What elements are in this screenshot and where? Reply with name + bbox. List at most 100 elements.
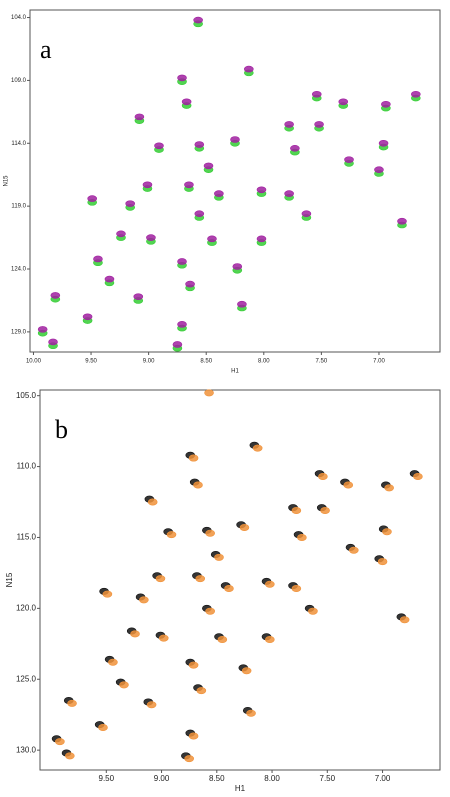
peak xyxy=(291,507,302,515)
peak xyxy=(142,181,153,189)
peak xyxy=(244,65,254,73)
peak xyxy=(193,16,203,24)
peak xyxy=(116,230,126,238)
peak xyxy=(37,326,48,333)
peak xyxy=(177,258,187,265)
peak xyxy=(205,607,215,615)
peak xyxy=(230,136,240,143)
y-tick-label: 115.0 xyxy=(17,533,37,542)
peak xyxy=(147,498,158,506)
peak xyxy=(382,528,392,536)
y-tick-label: 119.0 xyxy=(11,204,26,210)
peak xyxy=(344,156,354,163)
peak xyxy=(146,234,156,241)
peak xyxy=(50,292,61,299)
peak xyxy=(196,687,207,695)
peak xyxy=(411,90,421,98)
peak xyxy=(314,121,324,128)
peak xyxy=(55,738,65,746)
peak xyxy=(378,139,389,147)
peak xyxy=(265,636,275,644)
peak xyxy=(188,661,199,669)
peak xyxy=(194,210,205,217)
peak xyxy=(98,723,108,731)
x-tick-label: 9.50 xyxy=(85,359,97,365)
x-tick-label: 9.50 xyxy=(99,774,115,783)
peak xyxy=(214,553,224,561)
y-tick-label: 124.0 xyxy=(11,267,27,273)
peak xyxy=(133,293,144,300)
peak xyxy=(381,101,391,108)
peak xyxy=(130,630,140,638)
peak xyxy=(256,235,267,243)
peak xyxy=(125,200,135,207)
plot-frame xyxy=(29,9,441,353)
peak xyxy=(338,98,349,106)
peak xyxy=(172,341,183,348)
y-tick-label: 129.0 xyxy=(11,329,27,335)
peak xyxy=(349,546,359,554)
y-tick-label: 109.0 xyxy=(11,78,27,84)
x-tick-label: 8.00 xyxy=(258,359,270,365)
peak xyxy=(291,585,302,593)
peak xyxy=(158,634,169,642)
peak xyxy=(119,681,129,689)
panel-label: b xyxy=(55,415,68,444)
peak xyxy=(397,217,407,225)
peak xyxy=(67,699,77,707)
y-tick-label: 110.0 xyxy=(17,462,37,471)
y-tick-label: 104.0 xyxy=(11,15,27,21)
peak xyxy=(155,575,166,583)
peak xyxy=(377,558,388,566)
peak xyxy=(193,481,203,489)
peak xyxy=(154,142,164,150)
x-tick-label: 7.00 xyxy=(373,359,385,365)
peak xyxy=(166,531,177,539)
peak xyxy=(399,616,410,624)
peak xyxy=(204,389,214,397)
peak xyxy=(102,590,113,598)
peak xyxy=(194,141,205,148)
peak xyxy=(177,321,187,328)
peak xyxy=(139,596,149,604)
y-tick-label: 105.0 xyxy=(16,391,37,400)
peak xyxy=(108,658,118,666)
y-axis-label: N15 xyxy=(4,175,10,187)
peak xyxy=(224,585,234,593)
peak xyxy=(374,166,384,173)
x-tick-label: 9.00 xyxy=(143,359,155,365)
peak xyxy=(188,454,199,462)
x-tick-label: 8.50 xyxy=(200,359,212,365)
peak xyxy=(205,529,215,537)
y-tick-label: 125.0 xyxy=(16,674,37,683)
peak xyxy=(252,444,263,452)
peak xyxy=(134,113,145,121)
peak xyxy=(232,263,243,270)
peak xyxy=(384,484,394,492)
peak xyxy=(256,186,267,194)
peak xyxy=(104,275,115,283)
peak xyxy=(320,507,330,515)
peak xyxy=(290,145,300,152)
peak xyxy=(246,709,256,717)
peak xyxy=(203,162,214,170)
y-axis-label: N15 xyxy=(5,572,14,587)
peak xyxy=(301,210,312,217)
peak xyxy=(181,98,192,106)
x-axis-label: H1 xyxy=(231,369,239,375)
peak xyxy=(413,472,423,480)
x-tick-label: 9.00 xyxy=(154,774,170,783)
peak xyxy=(239,524,250,532)
peak xyxy=(308,607,318,615)
peak xyxy=(297,533,307,541)
peak xyxy=(311,90,322,98)
peak xyxy=(241,667,252,675)
plot-frame xyxy=(39,389,441,771)
peak xyxy=(87,195,97,202)
peak xyxy=(265,580,275,588)
peak xyxy=(217,636,228,644)
peak xyxy=(284,121,294,128)
x-tick-label: 7.00 xyxy=(375,774,391,783)
peak xyxy=(184,755,194,763)
peak xyxy=(214,190,224,197)
